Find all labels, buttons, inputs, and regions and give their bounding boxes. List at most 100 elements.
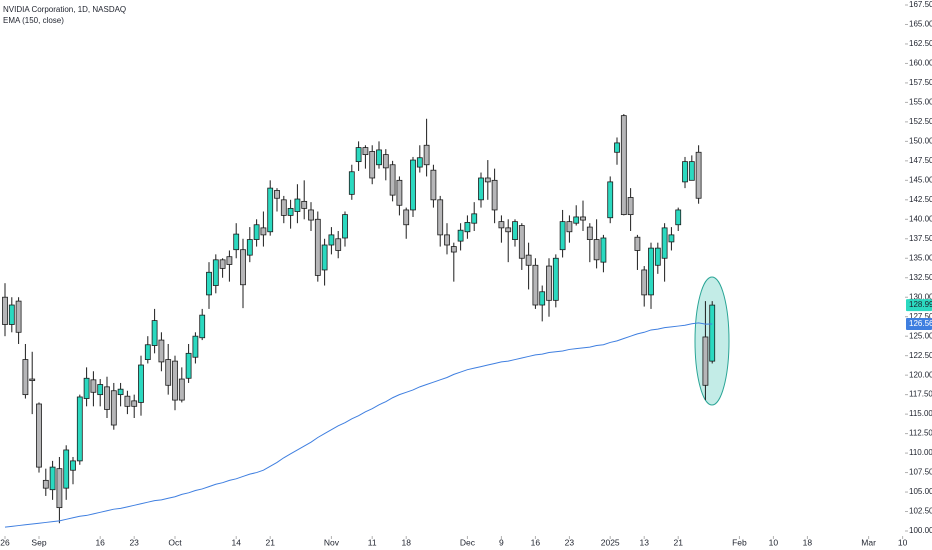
candle-body bbox=[512, 221, 518, 240]
candle-body bbox=[233, 233, 240, 251]
y-tick-label: 162.50 bbox=[909, 39, 932, 48]
candle-body bbox=[355, 147, 362, 163]
candle-body bbox=[104, 386, 110, 410]
candle-body bbox=[573, 216, 580, 224]
candle-body bbox=[83, 377, 90, 399]
candle-body bbox=[396, 179, 403, 206]
candle-body bbox=[491, 179, 498, 211]
candle-body bbox=[70, 460, 76, 471]
candle-body bbox=[36, 403, 42, 468]
candle-body bbox=[586, 226, 593, 240]
candle-body bbox=[376, 149, 382, 166]
y-tick-label: 160.00 bbox=[909, 59, 932, 68]
y-tick-label: 150.00 bbox=[909, 136, 932, 145]
ema-line bbox=[4, 322, 713, 528]
x-tick-label: 11 bbox=[368, 537, 377, 547]
candle-body bbox=[620, 115, 627, 216]
candle-body bbox=[8, 304, 15, 325]
x-tick-label: 2025 bbox=[601, 537, 620, 547]
candle-body bbox=[178, 378, 185, 401]
candle-body bbox=[450, 246, 457, 253]
candle-body bbox=[342, 214, 348, 239]
candle-body bbox=[90, 379, 97, 393]
candle-body bbox=[362, 147, 369, 156]
candle-body bbox=[131, 400, 138, 407]
candle-body bbox=[518, 225, 525, 259]
ema-price-box bbox=[906, 318, 932, 331]
y-tick-label: 140.00 bbox=[909, 214, 932, 223]
x-tick-label: 23 bbox=[565, 537, 575, 547]
x-tick-label: Dec bbox=[460, 537, 476, 547]
candle-body bbox=[226, 256, 233, 265]
candle-body bbox=[478, 177, 484, 201]
candle-body bbox=[117, 388, 124, 396]
candle-body bbox=[172, 360, 178, 401]
candle-body bbox=[457, 229, 464, 242]
candle-body bbox=[212, 259, 219, 286]
candle-body bbox=[144, 344, 151, 360]
y-tick-label: 125.00 bbox=[909, 331, 932, 340]
x-tick-label: Nov bbox=[324, 537, 340, 547]
indicator-label: EMA (150, close) bbox=[3, 16, 64, 25]
candle-body bbox=[246, 239, 253, 256]
candle-body bbox=[2, 296, 8, 325]
candle-body bbox=[158, 339, 165, 363]
x-tick-label: 18 bbox=[803, 537, 813, 547]
candle-body bbox=[253, 224, 260, 240]
y-tick-label: 147.50 bbox=[909, 156, 932, 165]
marks bbox=[2, 114, 716, 528]
candle-body bbox=[76, 396, 83, 462]
x-tick-label: 18 bbox=[401, 537, 411, 547]
candle-body bbox=[437, 199, 444, 236]
candle-body bbox=[614, 142, 620, 153]
x-tick-label: Feb bbox=[732, 537, 747, 547]
candle-body bbox=[301, 200, 308, 209]
candle-body bbox=[280, 199, 287, 216]
x-tick-label: 26 bbox=[0, 537, 10, 547]
candle-body bbox=[702, 336, 709, 386]
candle-body bbox=[206, 271, 212, 296]
y-tick-label: 105.00 bbox=[909, 487, 932, 496]
candle-body bbox=[688, 161, 695, 181]
candle-body bbox=[580, 216, 586, 221]
candle-body bbox=[308, 209, 314, 221]
x-tick-label: 23 bbox=[129, 537, 139, 547]
y-tick-label: 145.00 bbox=[909, 175, 932, 184]
candle-body bbox=[314, 218, 321, 276]
last-price-label: 128.99 bbox=[909, 300, 932, 309]
x-tick-label: Mar bbox=[861, 537, 876, 547]
candle-body bbox=[634, 236, 641, 251]
y-tick-label: 115.00 bbox=[909, 409, 932, 418]
candle-body bbox=[15, 300, 22, 333]
candle-body bbox=[185, 352, 192, 379]
x-tick-label: 16 bbox=[95, 537, 105, 547]
y-tick-label: 155.00 bbox=[909, 98, 932, 107]
y-tick-label: 127.50 bbox=[909, 312, 932, 321]
candle-body bbox=[63, 449, 70, 489]
y-tick-label: 110.00 bbox=[909, 448, 932, 457]
y-tick-label: 130.00 bbox=[909, 292, 932, 301]
candle-body bbox=[600, 237, 607, 263]
x-tick-label: Sep bbox=[31, 537, 46, 547]
candle-body bbox=[22, 359, 29, 396]
candle-body bbox=[267, 187, 274, 233]
y-tick-label: 165.00 bbox=[909, 20, 932, 29]
candle-body bbox=[423, 144, 430, 166]
x-tick-label: 21 bbox=[265, 537, 275, 547]
y-tick-label: 117.50 bbox=[909, 390, 932, 399]
candle-body bbox=[124, 395, 131, 407]
candle-body bbox=[675, 209, 682, 226]
candle-body bbox=[539, 291, 546, 306]
candle-body bbox=[471, 213, 478, 224]
candle-body bbox=[641, 269, 648, 296]
y-tick-label: 157.50 bbox=[909, 78, 932, 87]
candle-body bbox=[240, 249, 246, 286]
candle-body bbox=[661, 227, 668, 259]
candle-body bbox=[165, 359, 172, 386]
chart-title: NVIDIA Corporation, 1D, NASDAQ bbox=[3, 5, 126, 14]
candle-body bbox=[505, 227, 512, 233]
candle-body bbox=[682, 161, 688, 183]
candle-body bbox=[648, 247, 654, 296]
candle-body bbox=[151, 320, 158, 346]
